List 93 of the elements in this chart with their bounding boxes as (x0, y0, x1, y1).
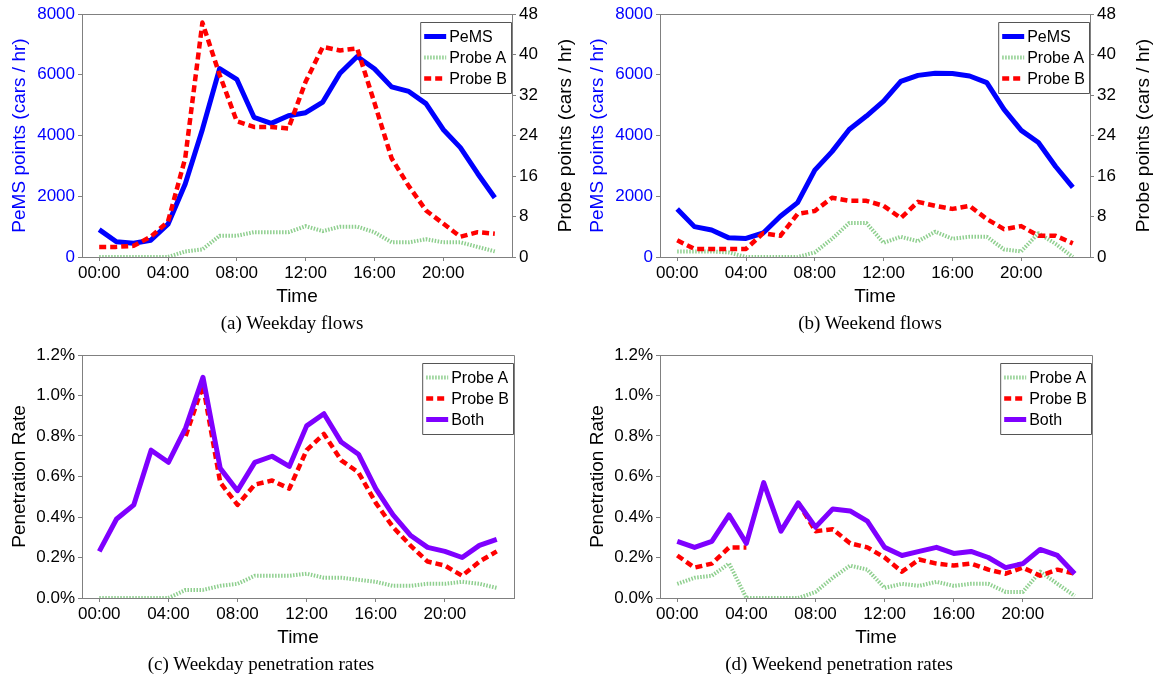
x-tick-label: 00:00 (655, 262, 699, 282)
y-tick-label: 1.2% (614, 344, 653, 364)
text: (a) Weekday flows (220, 311, 364, 334)
x-tick-label: 00:00 (77, 262, 121, 282)
x-axis-title: Time (277, 626, 319, 648)
line-series (97, 571, 499, 598)
text: (b) Weekend flows (798, 311, 942, 334)
y-axis-title: Penetration Rate (585, 405, 607, 548)
y-tick-label: 0 (65, 246, 75, 266)
legend-label: Probe A (451, 368, 509, 386)
y-tick-label: 0.6% (36, 466, 75, 486)
y-tick-label: 1.2% (36, 344, 75, 364)
x-tick-label: 12:00 (863, 603, 906, 623)
y-tick-label: 0 (643, 246, 653, 266)
y-axis-title: PeMS points (cars / hr) (585, 38, 607, 233)
x-tick-label: 08:00 (793, 262, 837, 282)
x-axis-title: Time (855, 626, 897, 648)
y2-tick-label: 40 (519, 44, 538, 64)
x-tick-label: 04:00 (147, 603, 190, 623)
y-axis-title: PeMS points (cars / hr) (7, 38, 29, 233)
y2-tick-label: 48 (519, 3, 538, 23)
y-tick-label: 0.0% (36, 587, 75, 607)
y-tick-label: 1.0% (614, 385, 653, 405)
y2-tick-label: 16 (519, 165, 538, 185)
y2-tick-label: 8 (519, 206, 529, 226)
y2-tick-label: 16 (1097, 165, 1116, 185)
x-tick-label: 12:00 (285, 603, 328, 623)
y-tick-label: 0.4% (614, 506, 653, 526)
y-tick-label: 0.0% (614, 587, 653, 607)
legend-label: Probe A (1027, 48, 1085, 66)
x-axis-title: Time (854, 285, 896, 307)
x-tick-label: 04:00 (146, 262, 190, 282)
line-series (97, 224, 497, 257)
y-tick-label: 8000 (37, 3, 75, 23)
x-axis-title: Time (276, 285, 318, 307)
x-tick-label: 08:00 (216, 603, 259, 623)
line-series (675, 221, 1075, 257)
x-tick-label: 16:00 (353, 262, 396, 282)
legend-label: Probe A (1029, 368, 1087, 386)
x-tick-label: 08:00 (215, 262, 259, 282)
legend-label: Probe A (449, 48, 507, 66)
line-series (675, 561, 1077, 598)
x-tick-label: 08:00 (794, 603, 837, 623)
x-tick-label: 16:00 (931, 262, 974, 282)
y-tick-label: 4000 (615, 125, 653, 145)
y2-axis-title: Probe points (cars / hr) (1132, 38, 1154, 233)
y-tick-label: 0.4% (36, 506, 75, 526)
legend-label: PeMS (1027, 27, 1071, 45)
y-tick-label: 4000 (37, 125, 75, 145)
x-tick-label: 00:00 (656, 603, 699, 623)
y2-axis-title: Probe points (cars / hr) (554, 38, 576, 233)
x-tick-label: 04:00 (725, 603, 768, 623)
y2-tick-label: 24 (519, 125, 538, 145)
legend-label: Probe B (449, 69, 507, 87)
y-tick-label: 0.6% (614, 466, 653, 486)
x-tick-label: 12:00 (284, 262, 327, 282)
y-tick-label: 1.0% (36, 385, 75, 405)
text: (c) Weekday penetration rates (147, 652, 375, 675)
x-tick-label: 20:00 (421, 262, 465, 282)
y-tick-label: 0.8% (614, 425, 653, 445)
y-tick-label: 8000 (615, 3, 653, 23)
legend-label: PeMS (449, 27, 493, 45)
y2-tick-label: 0 (1097, 246, 1107, 266)
x-tick-label: 16:00 (932, 603, 976, 623)
y-axis-title: Penetration Rate (7, 405, 29, 548)
legend-label: Probe B (1027, 69, 1085, 87)
y-tick-label: 0.2% (614, 547, 653, 567)
y-tick-label: 2000 (37, 185, 75, 205)
y2-tick-label: 32 (1097, 84, 1116, 104)
legend-label: Probe B (1029, 389, 1087, 407)
x-tick-label: 12:00 (862, 262, 905, 282)
y2-tick-label: 24 (1097, 125, 1116, 145)
y-tick-label: 2000 (615, 185, 653, 205)
y-tick-label: 6000 (615, 64, 653, 84)
y2-tick-label: 32 (519, 84, 538, 104)
legend-label: Both (451, 410, 485, 428)
legend-label: Probe B (451, 389, 509, 407)
x-tick-label: 20:00 (999, 262, 1043, 282)
y2-tick-label: 40 (1097, 44, 1116, 64)
x-tick-label: 00:00 (78, 603, 121, 623)
x-tick-label: 20:00 (1001, 603, 1045, 623)
y-tick-label: 0.2% (36, 547, 75, 567)
x-tick-label: 04:00 (724, 262, 768, 282)
y2-tick-label: 48 (1097, 3, 1116, 23)
y-tick-label: 6000 (37, 64, 75, 84)
y2-tick-label: 0 (519, 246, 529, 266)
y-tick-label: 0.8% (36, 425, 75, 445)
legend-label: Both (1029, 410, 1063, 428)
line-series (674, 195, 1076, 252)
y2-tick-label: 8 (1097, 206, 1107, 226)
x-tick-label: 20:00 (423, 603, 467, 623)
x-tick-label: 16:00 (354, 603, 398, 623)
text: (d) Weekend penetration rates (725, 652, 953, 675)
